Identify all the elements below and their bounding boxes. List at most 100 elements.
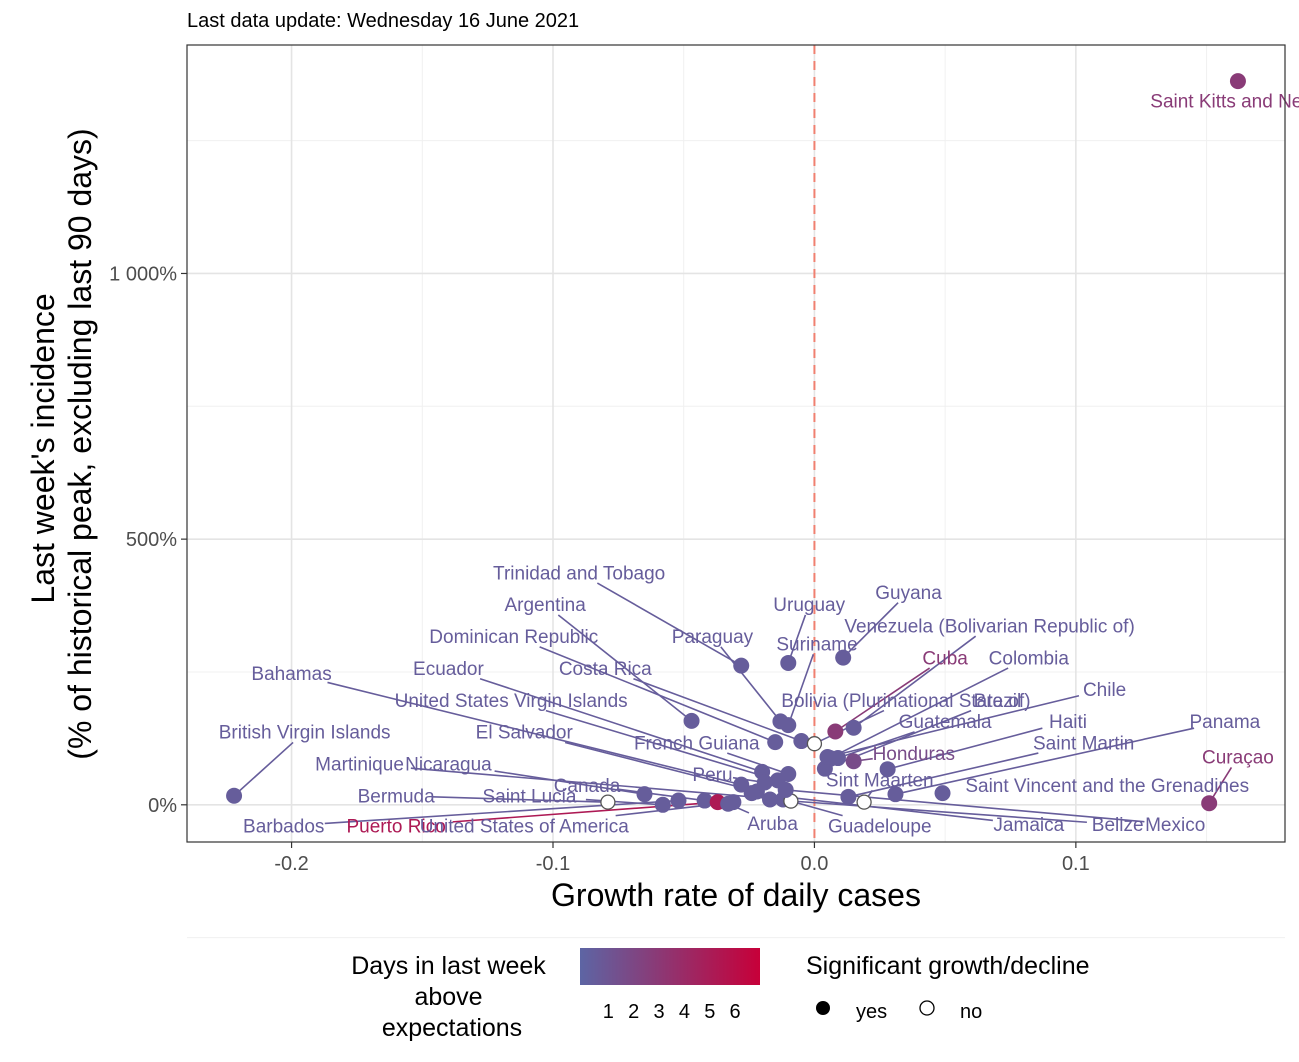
point-label-saint-kitts-and-nevis: Saint Kitts and Nevis [1150,91,1299,112]
point-venezuela-bolivarian-republic-of [845,719,862,736]
shape-legend-key-no [919,1000,935,1016]
point-belize [761,791,778,808]
point-label-mexico: Mexico [1145,815,1205,836]
point-label-el-salvador: El Salvador [476,723,574,744]
leader-line-martinique [410,767,784,801]
shape-legend-label-yes: yes [856,1001,887,1023]
point-label-nicaragua: Nicaragua [405,755,492,776]
leader-line-saint-martin [848,752,1039,798]
point-label-honduras: Honduras [873,744,955,765]
leader-line-french-guiana [727,752,789,775]
point-label-chile: Chile [1083,680,1126,701]
leader-line-guatemala [837,731,915,759]
leader-line-british-virgin-islands [233,741,294,797]
x-axis-title: Growth rate of daily cases [551,877,921,913]
point-label-venezuela-bolivarian-republic-of: Venezuela (Bolivarian Republic of) [844,616,1134,637]
x-tick-label: 0.0 [801,853,829,875]
color-legend-title-line-1: Days in last week [351,952,546,980]
point-label-bahamas: Bahamas [251,664,331,685]
point-costa-rica [793,733,810,750]
leader-line-uruguay [787,614,807,664]
color-legend-title-line-3: expectations [382,1014,522,1042]
point-label-guatemala: Guatemala [899,712,992,733]
color-legend-title: Days in last week above expectations [351,952,552,1042]
color-legend-title-line-2: above [414,983,482,1011]
leader-line-trinidad-and-tobago [596,582,742,667]
leader-line-united-states-virgin-islands [545,709,779,782]
leader-line-guyana [842,602,899,659]
point-trinidad-and-tobago [733,657,750,674]
leader-line-barbados [324,799,679,825]
point-british-virgin-islands [226,787,243,804]
plot-panel-border [186,44,1286,843]
point-label-guyana: Guyana [875,583,942,604]
x-tick-label: -0.2 [274,853,308,875]
leader-line-ecuador [479,677,763,773]
point-honduras [845,753,862,770]
point-aruba [720,795,737,812]
point-label-french-guiana: French Guiana [634,733,760,754]
leader-line-haiti [887,727,1043,770]
point-barbados [670,792,687,809]
leader-line-argentina [557,614,693,722]
color-legend-label: 3 [653,1001,664,1023]
leader-line-el-salvador [564,741,758,793]
point-label-curacao: Curaçao [1202,748,1274,769]
point-label-colombia: Colombia [989,648,1070,669]
point-nicaragua [636,786,653,803]
point-saint-lucia [654,796,671,813]
point-bolivia-plurinational-state-of [806,736,823,752]
point-canada [696,792,713,809]
point-saint-martin [840,788,857,805]
point-panama [887,786,904,803]
y-tick-label: 500% [126,529,177,551]
point-label-aruba: Aruba [747,814,798,835]
leader-line-nicaragua [494,770,645,795]
x-tick-label: 0.1 [1062,853,1090,875]
color-legend-label: 6 [730,1001,741,1023]
y-axis-title-line-2: (% of historical peak, excluding last 90… [62,128,98,759]
point-label-puerto-rico: Puerto Rico [347,817,446,838]
point-label-belize: Belize [1092,815,1144,836]
leader-line-canada [617,788,705,802]
leader-line-belize [769,798,1087,824]
x-tick-label: -0.1 [536,853,570,875]
point-label-argentina: Argentina [504,595,586,616]
color-legend-label: 2 [628,1001,639,1023]
leader-line-panama [895,727,1195,795]
point-label-saint-martin: Saint Martin [1033,733,1134,754]
shape-legend-title: Significant growth/decline [806,952,1090,980]
leader-line-bahamas [327,681,742,786]
shape-legend-key-yes [816,1001,830,1015]
point-label-canada: Canada [554,776,621,797]
point-label-peru: Peru [692,765,732,786]
y-axis-title: Last week's incidence (% of historical p… [25,128,98,759]
color-legend-bar [580,948,760,985]
point-label-uruguay: Uruguay [773,595,845,616]
leader-line-dominican-republic [539,646,776,743]
y-tick-label: 1 000% [109,263,177,285]
point-labels: Saint Kitts and Nevis Curaçao British Virg… [219,91,1299,837]
point-jamaica [743,785,760,802]
point-label-united-states-virgin-islands: United States Virgin Islands [395,691,628,712]
leader-line-costa-rica [633,677,802,742]
leader-line-bermuda [432,796,608,803]
chart-title: Last data update: Wednesday 16 June 2021 [187,10,579,32]
point-label-united-states-of-america: United States of America [420,817,630,838]
point-cuba [827,723,844,740]
point-dominican-republic [767,734,784,751]
color-legend-label: 1 [603,1001,614,1023]
point-guatemala [829,750,846,767]
point-suriname [780,717,797,734]
data-points [226,73,1246,813]
point-peru [756,774,773,791]
shape-legend: Significant growth/decline yes no [806,952,1090,1023]
point-haiti [879,761,896,778]
shape-legend-label-no: no [960,1001,982,1023]
point-label-bermuda: Bermuda [358,786,436,807]
leader-lines [233,582,1233,825]
point-label-ecuador: Ecuador [413,659,484,680]
color-legend-label: 5 [704,1001,715,1023]
